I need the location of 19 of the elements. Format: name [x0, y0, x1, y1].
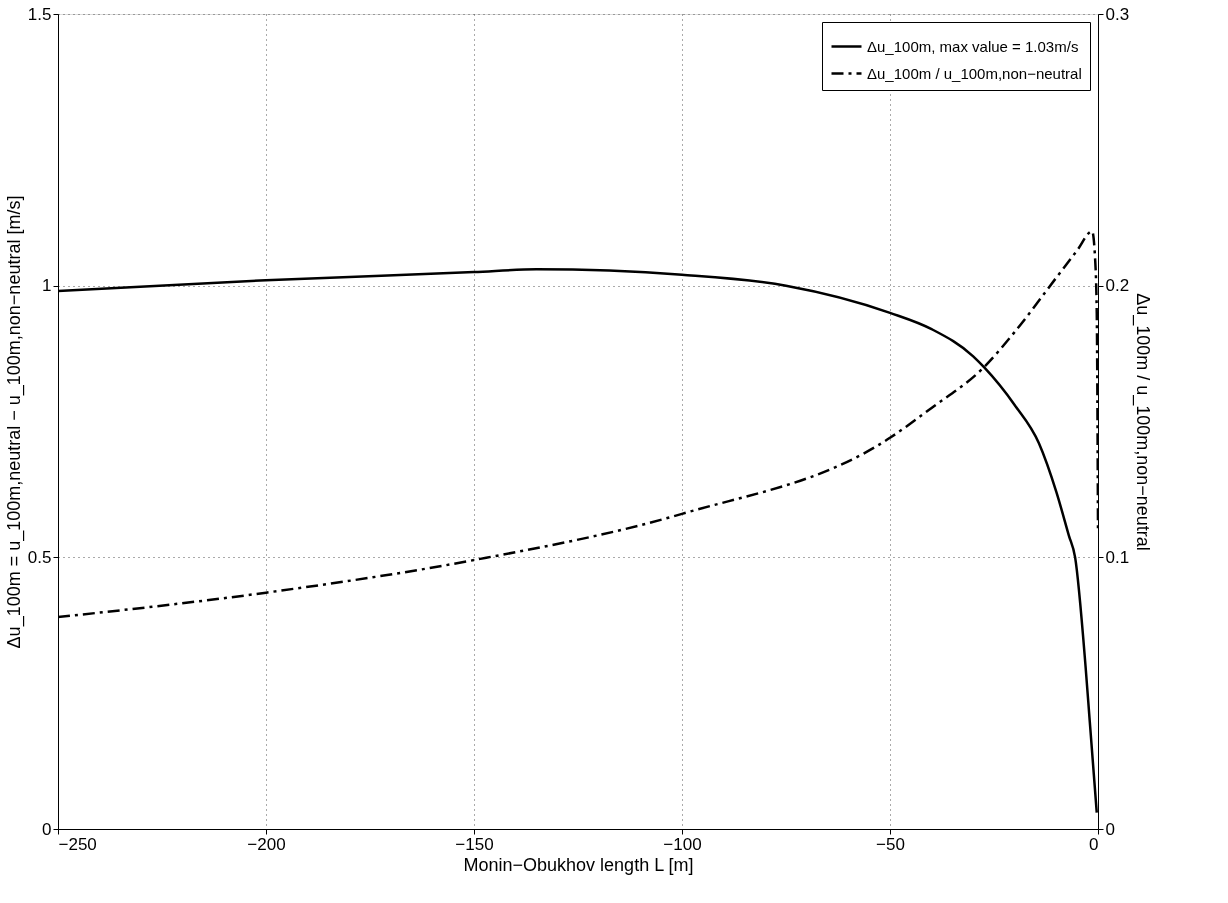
y-tick-label: 1.5	[27, 4, 52, 24]
y2-tick-label: 0.3	[1105, 4, 1130, 24]
y-tick-label: 0.5	[27, 547, 52, 567]
y-tick-label: 1	[42, 276, 52, 296]
y2-tick-label: 0.2	[1105, 276, 1130, 296]
x-tick-label: −250	[58, 834, 97, 854]
x-tick-label: 0	[1089, 834, 1099, 854]
x-axis-title: Monin−Obukhov length L [m]	[463, 854, 694, 875]
legend-label: Δu_100m, max value = 1.03m/s	[867, 37, 1079, 55]
y2-tick-label: 0.1	[1105, 547, 1130, 567]
x-tick-label: −150	[455, 834, 494, 854]
legend-label: Δu_100m / u_100m,non−neutral	[867, 64, 1082, 82]
y2-tick-label: 0	[1105, 819, 1115, 839]
x-tick-label: −200	[247, 834, 286, 854]
y-axis-title: Δu_100m = u_100m,neutral − u_100m,non−neutral [m/s]	[3, 195, 25, 649]
y2-axis-title: Δu_100m / u_100m,non−neutral	[1132, 293, 1154, 551]
y-tick-label: 0	[42, 819, 52, 839]
x-tick-label: −100	[663, 834, 702, 854]
x-tick-label: −50	[876, 834, 905, 854]
